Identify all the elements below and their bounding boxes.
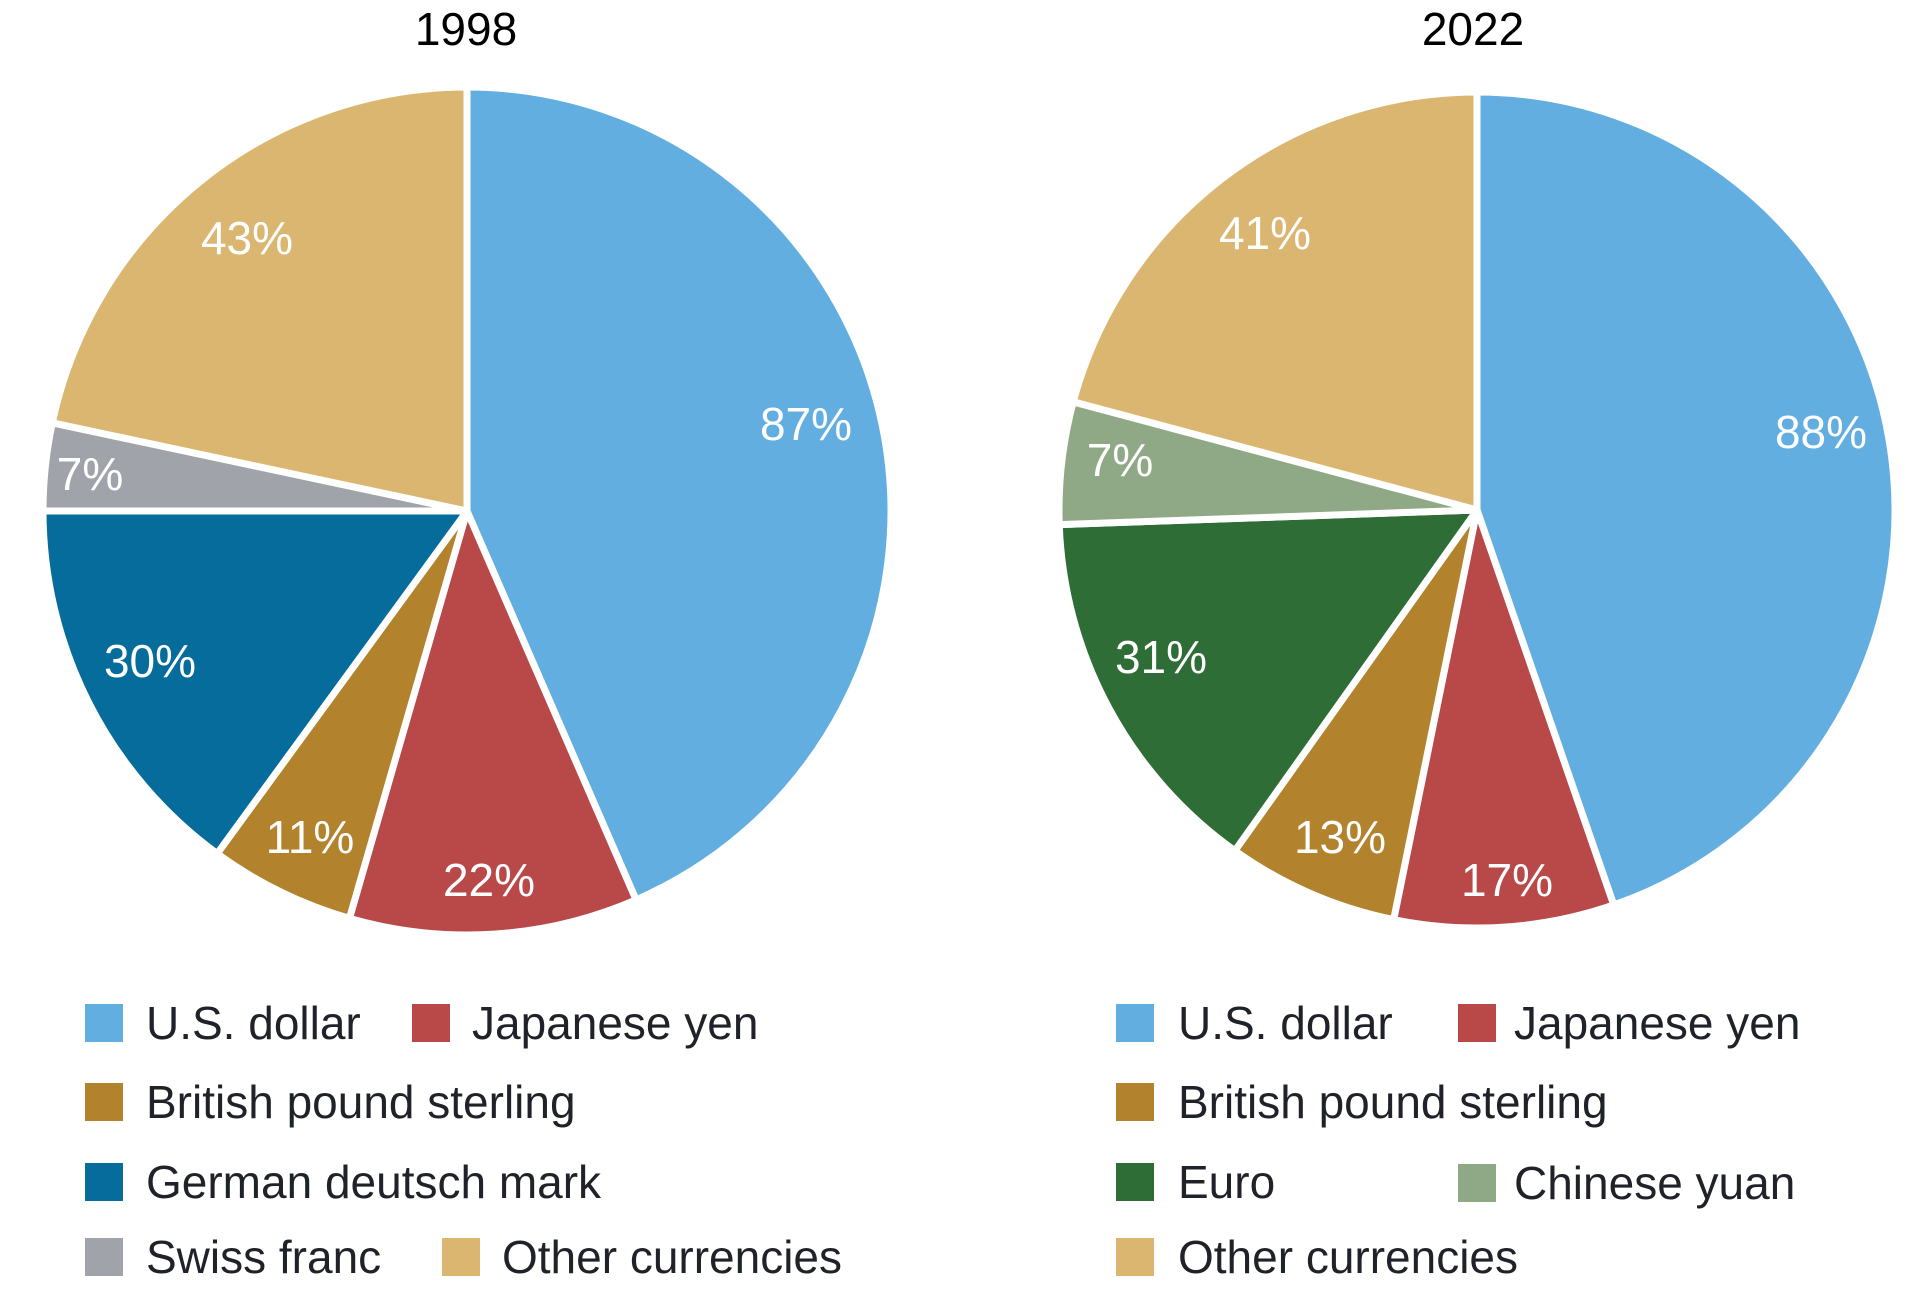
pie-slice-usd	[1473, 88, 1899, 909]
legend-label-other: Other currencies	[502, 1231, 843, 1283]
pie-slice-dem	[39, 507, 471, 858]
chart-title-1998: 1998	[414, 3, 518, 55]
legend-swatch-cny	[1458, 1164, 1496, 1202]
legend-swatch-gbp	[85, 1083, 123, 1121]
legend-label-jpy: Japanese yen	[472, 997, 759, 1049]
slice-label-cny-2022: 7%	[1087, 434, 1153, 486]
legend-label-usd: U.S. dollar	[146, 997, 361, 1049]
slice-label-jpy-1998: 22%	[443, 854, 535, 906]
legend-swatch-jpy	[412, 1004, 450, 1042]
pie-slice-jpy	[1390, 506, 1618, 932]
legend-label-jpy: Japanese yen	[1514, 997, 1801, 1049]
legend-swatch-chf	[85, 1238, 123, 1276]
slice-label-dem-1998: 30%	[104, 635, 196, 687]
slice-label-other-2022: 41%	[1219, 207, 1311, 259]
slice-label-usd-1998: 87%	[760, 398, 852, 450]
slice-label-usd-2022: 88%	[1775, 406, 1867, 458]
legend-swatch-usd	[1116, 1004, 1154, 1042]
legend-label-cny: Chinese yuan	[1514, 1157, 1796, 1209]
legend-swatch-jpy	[1458, 1004, 1496, 1042]
slice-label-eur-2022: 31%	[1115, 631, 1207, 683]
legend-swatch-usd	[85, 1004, 123, 1042]
pie-slice-usd	[463, 83, 895, 904]
slice-label-gbp-1998: 11%	[266, 811, 355, 863]
pie-slice-gbp	[1231, 506, 1481, 924]
pie-chart-1998	[39, 83, 895, 939]
legend-swatch-dem	[85, 1163, 123, 1201]
legend-label-gbp: British pound sterling	[1178, 1076, 1608, 1128]
slice-label-other-1998: 43%	[201, 212, 293, 264]
pie-slice-other	[48, 83, 471, 515]
pie-slice-other	[1069, 88, 1481, 514]
legend-swatch-other	[1116, 1238, 1154, 1276]
legend-label-other: Other currencies	[1178, 1231, 1519, 1283]
slice-label-chf-1998: 7%	[57, 448, 123, 500]
legend-label-eur: Euro	[1178, 1156, 1276, 1208]
slice-label-jpy-2022: 17%	[1461, 854, 1553, 906]
legend-label-chf: Swiss franc	[146, 1231, 382, 1283]
pie-chart-2022	[1055, 88, 1899, 932]
slice-label-gbp-2022: 13%	[1294, 811, 1386, 863]
legend-swatch-eur	[1116, 1163, 1154, 1201]
pie-slice-jpy	[345, 507, 640, 939]
legend-label-dem: German deutsch mark	[146, 1156, 602, 1208]
pie-slice-eur	[1055, 506, 1481, 855]
legend-label-usd: U.S. dollar	[1178, 997, 1393, 1049]
legend-label-gbp: British pound sterling	[146, 1076, 576, 1128]
legend-swatch-gbp	[1116, 1083, 1154, 1121]
chart-title-2022: 2022	[1421, 3, 1525, 55]
legend-swatch-other	[442, 1238, 480, 1276]
